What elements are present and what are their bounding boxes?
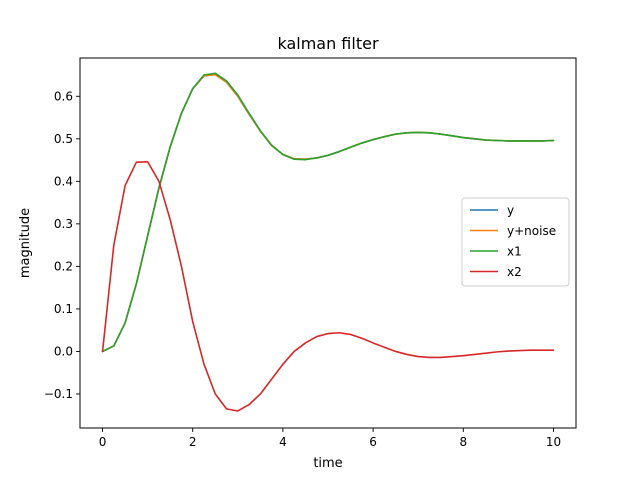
legend: y y+noise x1 x2 xyxy=(461,197,570,287)
axes-frame xyxy=(79,57,577,429)
x-tick-label: 8 xyxy=(459,435,467,449)
y-tick-label: 0.1 xyxy=(54,302,73,316)
legend-box xyxy=(461,197,570,287)
legend-label: y+noise xyxy=(507,224,556,238)
y-axis-label: magnitude xyxy=(18,208,33,278)
y-tick-label: 0.6 xyxy=(54,89,73,103)
x-tick-label: 0 xyxy=(99,435,107,449)
series-line-x2 xyxy=(101,160,555,412)
y-tick-label: 0.3 xyxy=(54,217,73,231)
x-axis-label: time xyxy=(313,456,342,471)
axis-ticks: 0 2 4 6 8 10 −0.1 0.0 0.1 0.2 0.3 0.4 0.5 0.6 xyxy=(44,89,561,449)
series-line-x1 xyxy=(101,72,555,353)
x-tick-label: 10 xyxy=(546,435,561,449)
x-tick-label: 6 xyxy=(369,435,377,449)
y-tick-label: 0.0 xyxy=(54,344,73,358)
y-tick-label: 0.4 xyxy=(54,174,73,188)
legend-label: y xyxy=(507,204,514,218)
x-tick-label: 4 xyxy=(279,435,287,449)
x-tick-label: 2 xyxy=(189,435,197,449)
legend-label: x2 xyxy=(507,265,522,279)
y-tick-label: 0.5 xyxy=(54,132,73,146)
y-tick-label: 0.2 xyxy=(54,259,73,273)
y-tick-label: −0.1 xyxy=(44,387,73,401)
chart-title: kalman filter xyxy=(277,34,378,53)
legend-label: x1 xyxy=(507,245,522,259)
plot-area xyxy=(101,72,555,412)
